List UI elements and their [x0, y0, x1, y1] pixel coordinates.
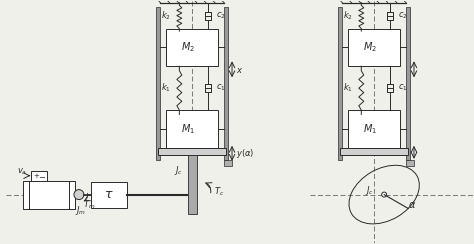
Text: $c_1$: $c_1$: [216, 83, 226, 93]
Bar: [91, 182, 127, 207]
Text: $M_2$: $M_2$: [181, 41, 195, 54]
Text: $M_1$: $M_1$: [181, 122, 195, 136]
Bar: [188, 155, 197, 214]
Text: $J_c$: $J_c$: [365, 184, 374, 197]
Text: $\alpha$: $\alpha$: [408, 200, 416, 210]
Bar: [158, 148, 226, 155]
Text: $+$: $+$: [33, 171, 40, 180]
Bar: [23, 181, 75, 209]
Bar: [406, 160, 414, 166]
Bar: [340, 148, 408, 155]
Text: $c_2$: $c_2$: [398, 10, 408, 21]
Text: $J_m$: $J_m$: [75, 204, 86, 217]
Circle shape: [382, 192, 387, 197]
Text: $T_c$: $T_c$: [214, 185, 224, 198]
Text: $k_1$: $k_1$: [162, 82, 172, 94]
Text: $x$: $x$: [236, 66, 243, 75]
Text: $M_1$: $M_1$: [363, 122, 377, 136]
Bar: [224, 7, 228, 160]
Bar: [406, 7, 410, 160]
Bar: [166, 110, 218, 148]
Text: $k_2$: $k_2$: [343, 9, 353, 22]
Circle shape: [74, 190, 84, 200]
Text: $k_2$: $k_2$: [161, 9, 172, 22]
Text: $y(\alpha)$: $y(\alpha)$: [236, 147, 255, 160]
Text: $c_2$: $c_2$: [216, 10, 226, 21]
Text: $c_1$: $c_1$: [398, 83, 408, 93]
Text: $v_a$: $v_a$: [17, 166, 27, 177]
Bar: [348, 29, 400, 66]
Bar: [348, 110, 400, 148]
Bar: [31, 171, 47, 181]
Bar: [224, 160, 232, 166]
Text: $k_1$: $k_1$: [343, 82, 353, 94]
Text: $M_2$: $M_2$: [363, 41, 377, 54]
Bar: [166, 29, 218, 66]
Bar: [156, 7, 160, 160]
Text: $\tau$: $\tau$: [104, 188, 114, 201]
Text: $T_m$: $T_m$: [82, 198, 95, 211]
Bar: [338, 7, 342, 160]
Text: $J_c$: $J_c$: [174, 164, 183, 177]
Text: $-$: $-$: [38, 171, 46, 180]
